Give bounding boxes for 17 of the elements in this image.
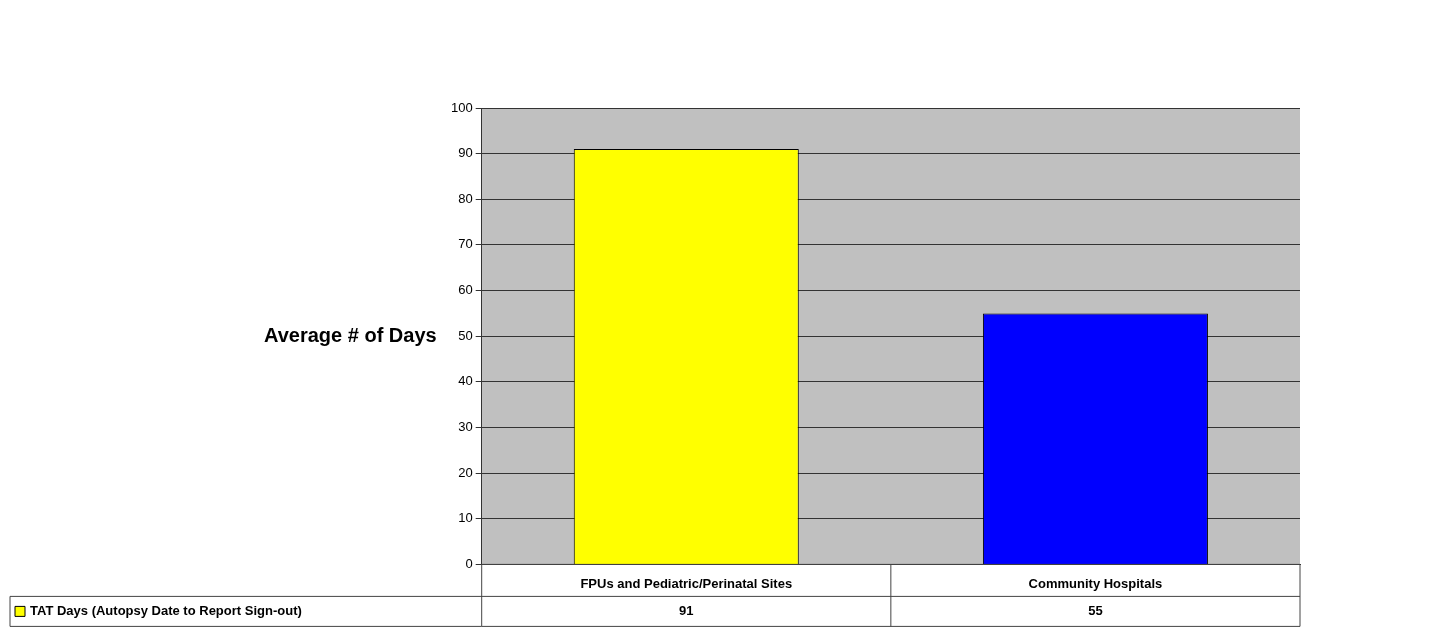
y-tick-label: 30 <box>458 419 473 435</box>
y-tick-label: 60 <box>458 282 473 298</box>
y-tick-label: 40 <box>458 373 473 389</box>
y-tick-label: 20 <box>458 464 473 480</box>
y-tick-label: 80 <box>458 190 473 206</box>
data-label: 55 <box>1088 602 1103 618</box>
y-tick-label: 90 <box>458 145 473 161</box>
y-axis-title: Average # of Days <box>264 323 437 346</box>
y-tick-label: 0 <box>465 555 473 571</box>
y-tick-label: 70 <box>458 236 473 252</box>
x-tick-label: Community Hospitals <box>1028 575 1163 591</box>
y-tick-label: 50 <box>458 327 473 343</box>
legend-label: TAT Days (Autopsy Date to Report Sign-out) <box>30 602 302 618</box>
data-label: 91 <box>679 602 694 618</box>
y-tick-label: 10 <box>458 510 473 526</box>
y-tick-label: 100 <box>450 99 473 115</box>
x-tick-label: FPUs and Pediatric/Perinatal Sites <box>580 575 793 591</box>
